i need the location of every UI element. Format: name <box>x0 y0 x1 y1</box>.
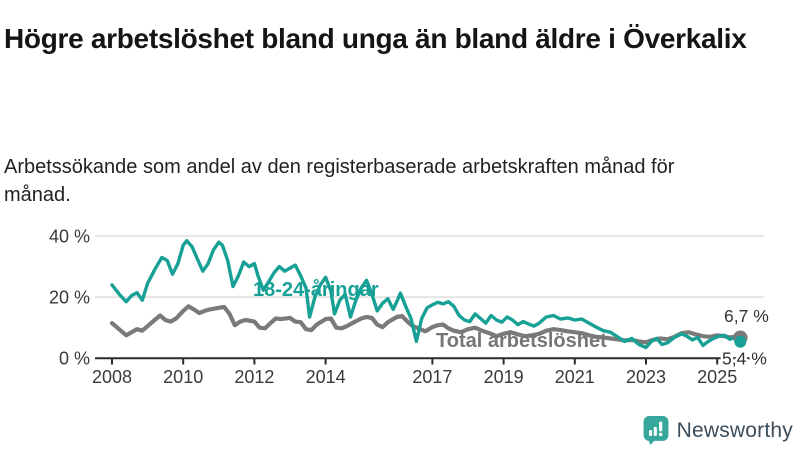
end-value-label-youth: 5,4 % <box>722 349 767 369</box>
x-axis-tick-label: 2023 <box>626 367 666 387</box>
x-axis-tick-label: 2010 <box>163 367 203 387</box>
x-axis-tick-label: 2021 <box>555 367 595 387</box>
series-line-youth <box>110 239 742 350</box>
end-value-label-total: 6,7 % <box>724 306 769 326</box>
chart-subtitle: Arbetssökande som andel av den registerb… <box>4 156 675 206</box>
series-label-youth: 18-24-åringar <box>253 278 379 301</box>
newsworthy-logo: Newsworthy <box>643 416 793 445</box>
y-axis-tick-label: 40 % <box>49 227 90 247</box>
x-axis-tick-label: 2008 <box>92 367 132 387</box>
page-title: Högre arbetslöshet bland unga än bland ä… <box>4 22 747 54</box>
x-axis-tick-label: 2019 <box>484 367 524 387</box>
series-end-dot-youth <box>734 335 747 348</box>
x-axis-tick-label: 2017 <box>412 367 452 387</box>
y-axis-tick-label: 20 % <box>49 288 90 308</box>
unemployment-line-chart: 40 % 20 % 0 %2008 2010 2012 2014 2017 2019 2021 2… <box>49 227 771 387</box>
x-axis-tick-label: 2012 <box>234 367 274 387</box>
x-axis-tick-label: 2025 <box>697 367 737 387</box>
newsworthy-logo-text: Newsworthy <box>676 418 793 442</box>
y-axis-tick-label: 0 % <box>59 349 90 369</box>
series-label-total: Total arbetslöshet <box>436 330 607 352</box>
x-axis-tick-label: 2014 <box>306 367 346 387</box>
newsworthy-logo-icon <box>643 416 669 445</box>
